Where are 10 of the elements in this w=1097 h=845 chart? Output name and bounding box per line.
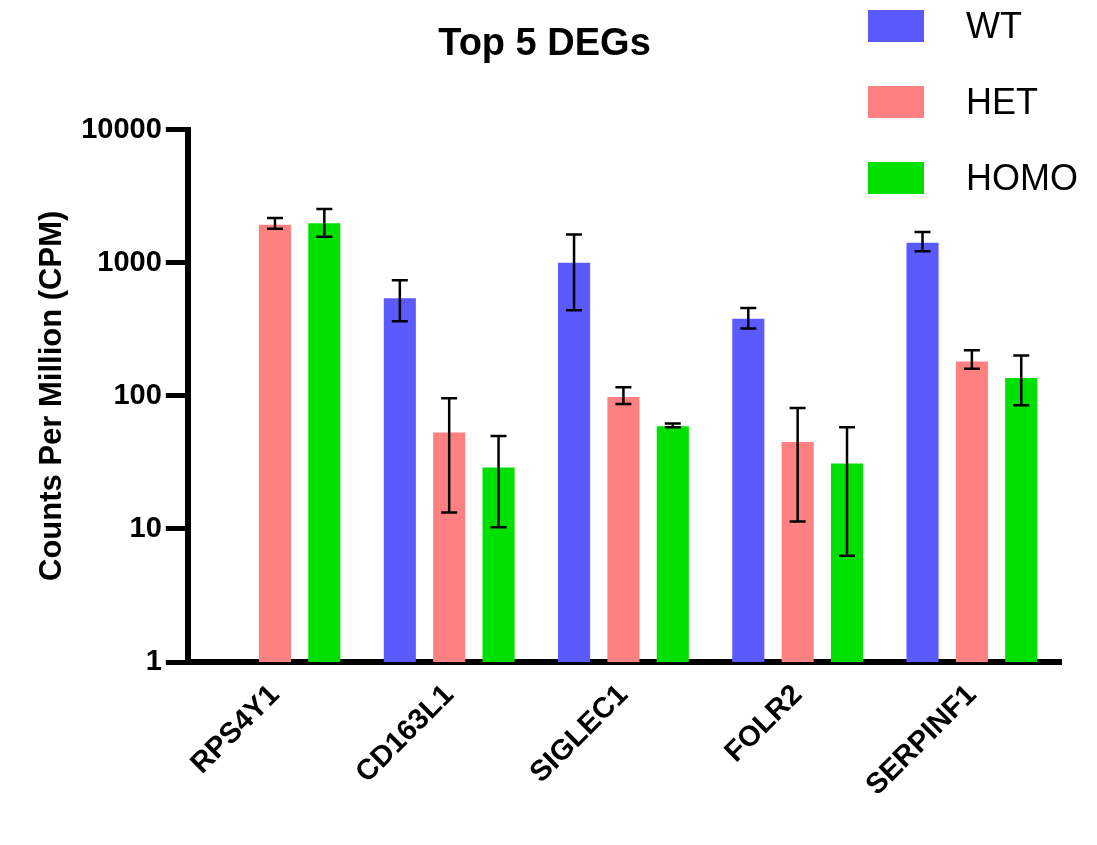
legend-label: HOMO [966,156,1078,198]
y-tick-label: 100 [113,377,162,410]
y-axis-title: Counts Per Million (CPM) [33,210,69,581]
y-tick-label: 1000 [97,244,162,277]
chart-title: Top 5 DEGs [438,21,651,64]
legend-label: WT [966,4,1022,46]
y-tick-label: 1 [145,644,162,677]
legend-label: HET [966,80,1039,122]
y-tick-label: 10000 [81,111,162,144]
y-tick-label: 10 [129,510,162,543]
